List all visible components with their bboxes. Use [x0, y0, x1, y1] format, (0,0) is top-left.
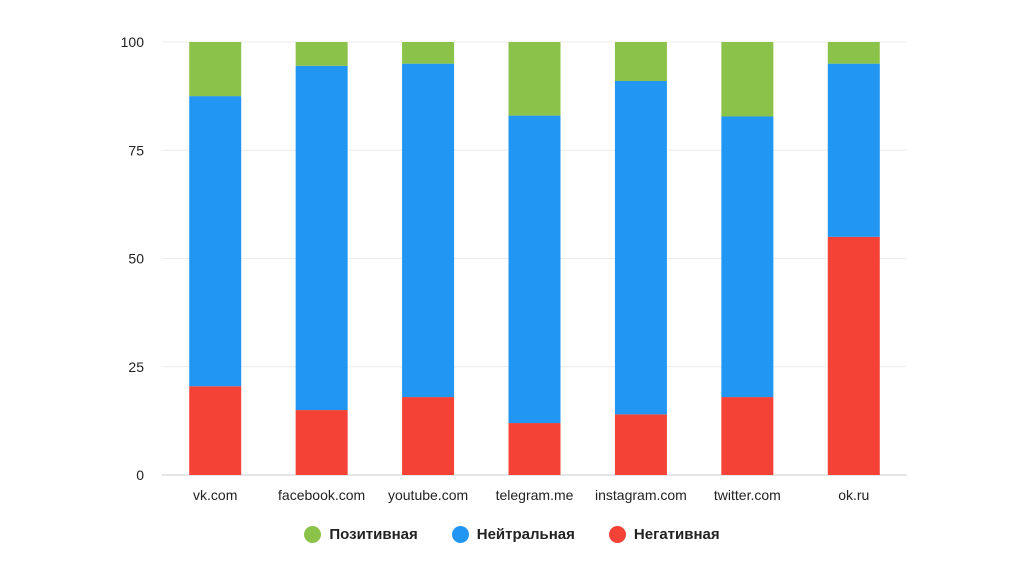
bar-segment [721, 116, 774, 398]
x-tick-label: instagram.com [595, 487, 687, 503]
bar-segment [827, 236, 880, 475]
x-tick-label: ok.ru [838, 487, 869, 503]
bar-segment [721, 397, 774, 475]
x-tick-label: vk.com [193, 487, 237, 503]
x-tick-label: facebook.com [278, 487, 365, 503]
bar-segment [508, 423, 561, 475]
legend-label: Позитивная [329, 526, 418, 543]
legend-item: Негативная [608, 526, 720, 543]
legend-item: Нейтральная [451, 526, 575, 543]
bar-segment [295, 42, 348, 66]
y-tick-label: 25 [128, 359, 144, 375]
bar-segment [402, 42, 455, 64]
x-tick-label: youtube.com [388, 487, 468, 503]
legend-item: Позитивная [304, 526, 418, 543]
bar-segment [827, 63, 880, 237]
legend-swatch [608, 526, 626, 543]
bar-segment [614, 42, 667, 81]
y-tick-label: 50 [128, 251, 144, 267]
legend-swatch [304, 526, 322, 543]
axes: 0 25 50 75 100 vk.com facebook.com youtube.com t… [121, 34, 870, 503]
bar-segment [402, 63, 455, 398]
bar-segment [189, 42, 242, 97]
x-tick-label: telegram.me [496, 487, 574, 503]
bar-segment [189, 96, 242, 387]
bar-segment [721, 42, 774, 117]
y-tick-label: 75 [128, 142, 144, 158]
legend: Позитивная Нейтральная Негативная [0, 526, 1024, 543]
bar-segment [295, 65, 348, 411]
x-tick-label: twitter.com [714, 487, 781, 503]
legend-label: Нейтральная [476, 526, 575, 543]
bar-segment [827, 42, 880, 64]
legend-label: Негативная [633, 526, 720, 543]
bar-segment [402, 397, 455, 475]
legend-swatch [451, 526, 469, 543]
bars [189, 42, 880, 475]
y-tick-label: 0 [136, 467, 144, 483]
bar-segment [614, 80, 667, 415]
bar-segment [189, 386, 242, 475]
y-tick-label: 100 [121, 34, 145, 50]
bar-segment [508, 115, 561, 424]
bar-segment [295, 410, 348, 475]
bar-segment [614, 414, 667, 475]
stacked-bar-chart: 0 25 50 75 100 vk.com facebook.com youtube.com t… [121, 34, 907, 503]
bar-segment [508, 42, 561, 116]
